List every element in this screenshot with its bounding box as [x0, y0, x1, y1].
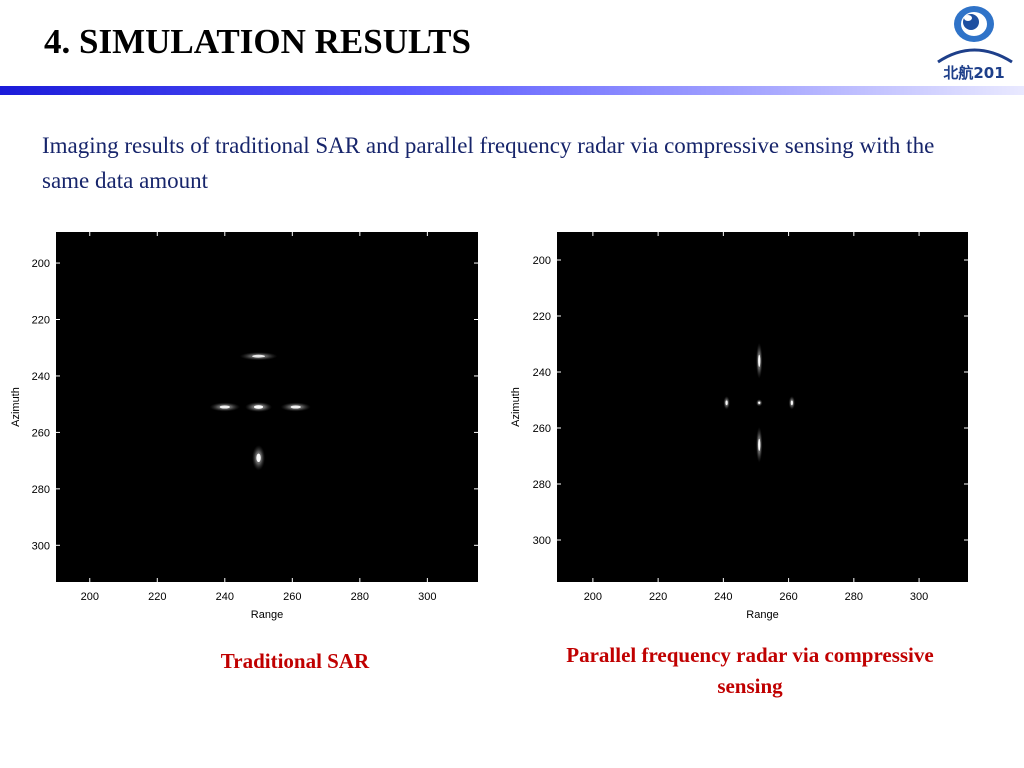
caption-traditional-sar: Traditional SAR [220, 649, 370, 673]
target-point-1 [209, 402, 240, 412]
x-tick-label: 300 [910, 591, 928, 603]
slide-subtitle: Imaging results of traditional SAR and p… [42, 133, 935, 193]
x-tick-label: 280 [845, 591, 863, 603]
x-tick-label: 280 [351, 591, 369, 603]
x-axis-label: Range [251, 609, 283, 621]
university-logo: 北航201 [928, 2, 1020, 86]
x-tick-label: 220 [649, 591, 667, 603]
compressive-sensing-image-plot: 200 220 240 260 280 300 200 220 240 260 280 300 Rang… [500, 222, 1000, 622]
y-tick-label: 200 [533, 255, 551, 267]
x-tick-label: 240 [714, 591, 732, 603]
x-axis-label: Range [746, 609, 778, 621]
caption-parallel-frequency-radar: Parallel frequency radar via compressive… [566, 643, 934, 698]
title-underline-bar [0, 86, 1024, 95]
x-tick-label: 260 [779, 591, 797, 603]
logo-text: 北航201 [943, 64, 1005, 82]
x-tick-label: 240 [216, 591, 234, 603]
y-tick-label: 220 [32, 315, 50, 327]
target-point-2 [756, 399, 763, 407]
target-core [290, 405, 301, 409]
x-tick-label: 200 [81, 591, 99, 603]
x-tick-label: 260 [283, 591, 301, 603]
heatmap-svg-0: 200 220 240 260 280 300 200 220 240 260 280 300 Rang… [10, 232, 478, 621]
target-point-0 [239, 352, 278, 361]
target-core [758, 401, 761, 405]
y-tick-label: 240 [533, 367, 551, 379]
plot-background [557, 232, 968, 582]
y-tick-label: 280 [533, 479, 551, 491]
logo-emblem-icon [937, 6, 1013, 64]
y-axis-label: Azimuth [10, 387, 22, 427]
target-core [758, 438, 761, 451]
target-point-3 [280, 402, 311, 412]
target-core [219, 405, 230, 409]
y-tick-label: 300 [32, 540, 50, 552]
target-core [256, 453, 261, 463]
target-point-4 [756, 426, 763, 463]
target-core [725, 400, 728, 406]
target-core [252, 354, 266, 358]
target-point-1 [723, 396, 730, 410]
target-core [253, 405, 264, 409]
target-core [758, 354, 761, 367]
x-tick-label: 220 [148, 591, 166, 603]
y-axis-label: Azimuth [510, 387, 522, 427]
x-tick-label: 300 [418, 591, 436, 603]
y-tick-label: 220 [533, 311, 551, 323]
target-point-4 [252, 445, 266, 471]
traditional-sar-image-plot: 200 220 240 260 280 300 200 220 240 260 280 300 Rang… [0, 222, 490, 622]
y-tick-label: 280 [32, 484, 50, 496]
y-tick-label: 260 [32, 427, 50, 439]
y-tick-label: 200 [32, 258, 50, 270]
target-point-3 [788, 396, 796, 410]
x-tick-label: 200 [584, 591, 602, 603]
target-point-0 [756, 342, 763, 379]
target-point-2 [245, 402, 273, 412]
target-core [790, 400, 793, 406]
slide-title: 4. SIMULATION RESULTS [44, 22, 471, 61]
y-tick-label: 260 [533, 423, 551, 435]
heatmap-svg-1: 200 220 240 260 280 300 200 220 240 260 280 300 Rang… [510, 232, 968, 621]
y-tick-label: 300 [533, 535, 551, 547]
y-tick-label: 240 [32, 371, 50, 383]
